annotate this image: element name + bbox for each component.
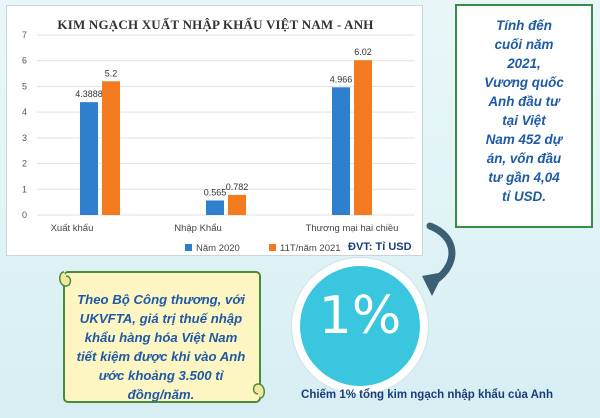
y-tick-label: 2 (22, 159, 27, 169)
bar (206, 200, 224, 215)
bar (228, 194, 246, 215)
legend-label: Năm 2020 (196, 243, 240, 254)
bar (354, 60, 372, 216)
info-line: cuối năm (494, 37, 554, 52)
bar (80, 102, 98, 215)
legend-swatch (269, 244, 276, 251)
data-label: 4.3888 (75, 89, 103, 99)
scroll-note-line: Theo Bộ Công thương, với (77, 292, 245, 307)
y-tick-label: 7 (22, 30, 27, 40)
info-line: án, vốn đầu (486, 151, 562, 166)
scroll-note-shape (59, 271, 265, 403)
info-line: Vương quốc (484, 75, 564, 90)
x-category-label: Thương mại hai chiều (306, 223, 399, 234)
y-tick-label: 3 (22, 133, 27, 143)
legend-label: 11T/năm 2021 (280, 243, 341, 254)
chart-panel: KIM NGẠCH XUẤT NHẬP KHẨU VIỆT NAM - ANH … (6, 5, 423, 256)
percent-caption: Chiếm 1% tổng kim ngạch nhập khẩu của An… (301, 389, 553, 401)
chart-title: KIM NGẠCH XUẤT NHẬP KHẨU VIỆT NAM - ANH (57, 17, 374, 32)
y-tick-label: 5 (22, 81, 27, 91)
data-label: 5.2 (105, 68, 118, 78)
data-label: 4.966 (330, 74, 353, 84)
info-text: Tính đến cuối năm 2021, Vương quốc Anh đầu t… (463, 16, 585, 206)
scroll-note-line: khẩu hàng hóa Việt Nam (84, 330, 238, 345)
info-line: tỉ USD. (502, 189, 546, 204)
percent-disc (300, 266, 420, 386)
curved-arrow-icon (422, 222, 456, 296)
info-box: Tính đến cuối năm 2021, Vương quốc Anh đầu t… (455, 4, 593, 228)
info-line: Nam 452 dự (485, 132, 563, 147)
info-line: Tính đến (496, 18, 552, 33)
info-line: 2021, (507, 56, 541, 71)
scroll-note-line: tiết kiệm được khi vào Anh (76, 349, 246, 364)
y-tick-label: 4 (22, 107, 27, 117)
info-line: tại Việt (502, 113, 546, 128)
bar (332, 87, 350, 215)
bar (102, 81, 120, 216)
scroll-note-line: UKVFTA, giá trị thuế nhập (79, 311, 243, 326)
scroll-note-text: Theo Bộ Công thương, với UKVFTA, giá trị … (66, 290, 256, 404)
y-tick-label: 0 (22, 210, 27, 220)
percent-value: 1% (318, 286, 402, 346)
data-label: 0.565 (204, 187, 227, 197)
info-line: tư gần 4,04 (488, 170, 560, 185)
y-tick-label: 1 (22, 184, 27, 194)
legend-swatch (185, 244, 192, 251)
y-tick-label: 6 (22, 56, 27, 66)
unit-label: ĐVT: Tỉ USD (348, 241, 412, 253)
scroll-note-line: ước khoảng 3.500 tỉ (98, 368, 224, 383)
data-label: 6.02 (354, 47, 372, 57)
x-category-label: Nhập Khẩu (174, 223, 222, 234)
scroll-note-line: đồng/năm. (127, 387, 195, 402)
info-line: Anh đầu tư (488, 94, 560, 109)
data-label: 0.782 (226, 182, 249, 192)
x-category-label: Xuất khẩu (51, 223, 94, 234)
